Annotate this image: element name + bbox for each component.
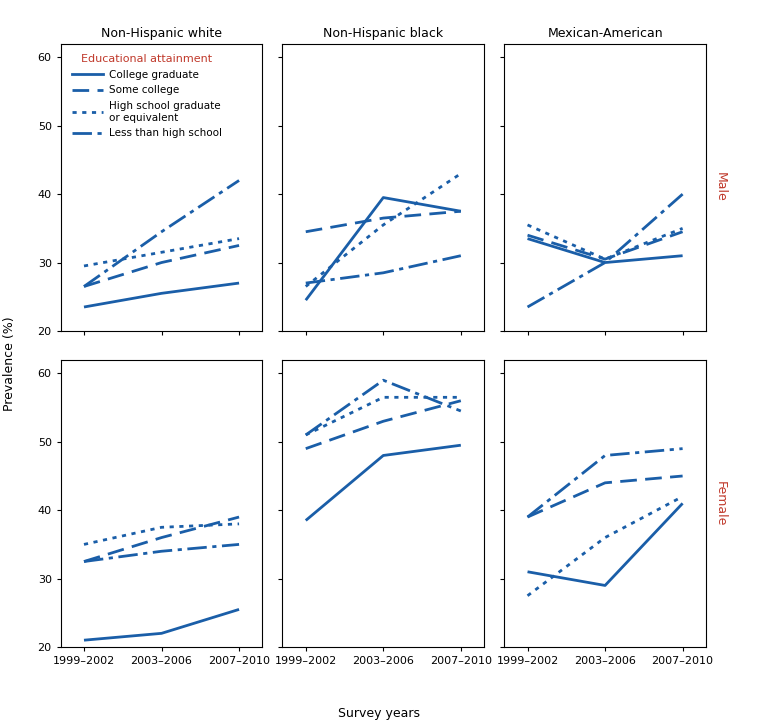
Text: Survey years: Survey years (339, 707, 420, 720)
Text: Male: Male (714, 172, 727, 202)
Text: Female: Female (714, 481, 727, 526)
Title: Non-Hispanic white: Non-Hispanic white (101, 27, 222, 40)
Title: Mexican-American: Mexican-American (547, 27, 663, 40)
Legend: College graduate, Some college, High school graduate
or equivalent, Less than hi: College graduate, Some college, High sch… (70, 52, 224, 140)
Text: Prevalence (%): Prevalence (%) (2, 316, 16, 411)
Title: Non-Hispanic black: Non-Hispanic black (323, 27, 443, 40)
